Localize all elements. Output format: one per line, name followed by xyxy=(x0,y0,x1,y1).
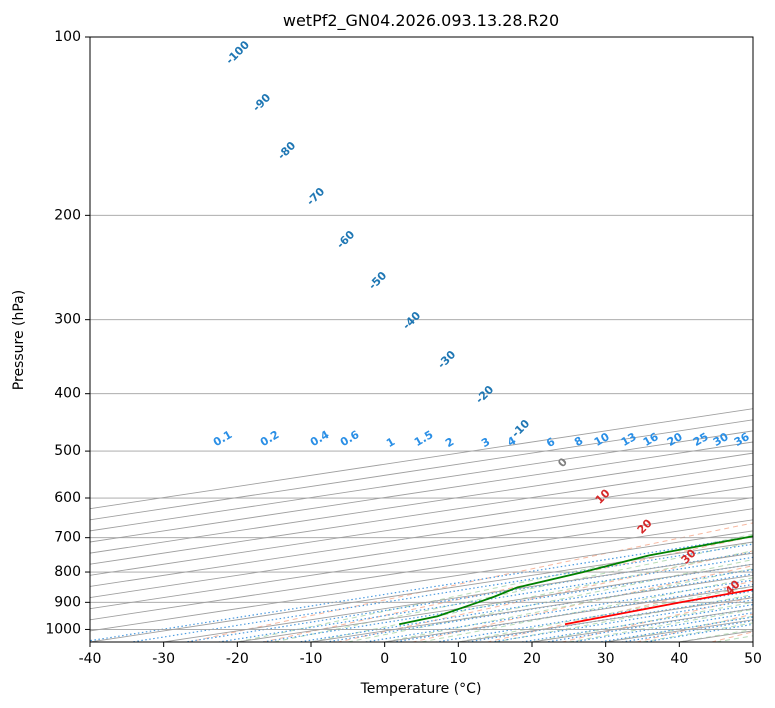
moist-adiabat xyxy=(274,541,753,642)
mixing-ratio-line xyxy=(262,563,753,642)
isotherm xyxy=(90,508,753,610)
moist-adiabat xyxy=(531,601,753,642)
plot-area xyxy=(90,37,753,642)
y-tick-label: 400 xyxy=(54,386,81,402)
mixing-ratio-line xyxy=(599,616,753,642)
y-tick-label: 200 xyxy=(54,207,81,223)
isotherm xyxy=(90,463,753,565)
isotherm xyxy=(90,497,753,599)
plot-frame xyxy=(89,36,754,643)
y-tick-label: 600 xyxy=(54,490,81,506)
dry-adiabat xyxy=(263,536,753,642)
isotherm xyxy=(90,519,753,621)
isotherm xyxy=(90,530,753,632)
y-tick-label: 800 xyxy=(54,564,81,580)
x-tick-label: 0 xyxy=(380,651,389,667)
dry-adiabat xyxy=(562,596,753,642)
chart-title: wetPf2_GN04.2026.093.13.28.R20 xyxy=(283,11,559,31)
x-axis-title: Temperature (°C) xyxy=(360,681,482,697)
isotherm xyxy=(90,474,753,576)
mixing-ratio-line xyxy=(436,590,753,642)
mixing-ratio-line xyxy=(365,579,753,642)
mixing-ratio-line xyxy=(492,599,753,642)
y-tick-label: 700 xyxy=(54,530,81,546)
moist-adiabat xyxy=(384,568,753,642)
x-tick-label: 10 xyxy=(449,651,467,667)
mixing-ratio-line xyxy=(185,551,753,642)
y-tick-label: 300 xyxy=(54,312,81,328)
mixing-ratio-line xyxy=(131,543,753,642)
x-tick-label: -40 xyxy=(79,651,102,667)
x-tick-label: 50 xyxy=(744,651,762,667)
x-tick-label: 40 xyxy=(670,651,688,667)
isotherm xyxy=(90,452,753,554)
y-tick-label: 900 xyxy=(54,594,81,610)
isotherm xyxy=(90,485,753,587)
dewpoint-profile xyxy=(399,535,753,626)
moist-adiabat xyxy=(458,585,753,642)
y-tick-label: 100 xyxy=(54,29,81,45)
x-tick-label: 20 xyxy=(523,651,541,667)
x-tick-label: -10 xyxy=(300,651,323,667)
moist-adiabat xyxy=(347,559,753,642)
moist-adiabat xyxy=(237,533,753,642)
x-tick-label: 30 xyxy=(597,651,615,667)
y-tick-label: 1000 xyxy=(45,621,81,637)
mixing-ratio-line xyxy=(546,607,753,642)
y-axis-title: Pressure (hPa) xyxy=(11,290,27,390)
x-tick-label: -20 xyxy=(226,651,249,667)
isotherm xyxy=(90,441,753,543)
dry-adiabat xyxy=(188,522,753,642)
x-tick-label: -30 xyxy=(152,651,175,667)
y-tick-label: 500 xyxy=(54,443,81,459)
